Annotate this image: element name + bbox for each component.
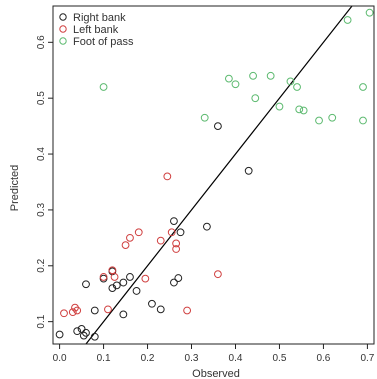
data-point xyxy=(156,305,165,314)
data-point xyxy=(163,172,172,181)
data-point xyxy=(126,273,134,281)
x-axis-title: Observed xyxy=(192,368,240,379)
data-point xyxy=(132,287,141,295)
data-point xyxy=(213,122,222,131)
data-point xyxy=(110,273,119,281)
data-point xyxy=(134,228,143,237)
plot-frame xyxy=(52,5,375,345)
data-point xyxy=(99,273,108,281)
data-point xyxy=(90,306,99,315)
data-point xyxy=(126,233,134,242)
x-tick-label: 0.6 xyxy=(316,353,330,364)
data-point xyxy=(148,299,156,308)
data-point xyxy=(266,71,275,80)
data-point xyxy=(108,284,117,293)
data-point xyxy=(299,106,308,115)
data-point xyxy=(176,228,185,237)
x-tick-label: 0.4 xyxy=(229,353,243,364)
y-tick-label: 0.4 xyxy=(36,147,47,161)
axis-layer: 0.0 0.1 0.2 0.3 0.4 0.5 0.6 0.7 0.1 0.2 0.3 0.4 0.5 0… xyxy=(36,5,375,364)
data-point xyxy=(170,278,178,287)
x-tick-label: 0.5 xyxy=(273,353,287,364)
data-point xyxy=(315,116,323,125)
data-point xyxy=(231,80,240,89)
data-point xyxy=(251,94,260,103)
data-point xyxy=(293,83,301,91)
legend-label: Left bank xyxy=(73,24,119,36)
data-point xyxy=(90,332,99,341)
data-point xyxy=(343,16,352,24)
data-point xyxy=(73,306,82,315)
data-point xyxy=(77,325,86,333)
data-point xyxy=(73,327,82,336)
data-point xyxy=(249,71,257,80)
data-point xyxy=(60,309,68,318)
legend-label: Right bank xyxy=(73,12,126,24)
data-point xyxy=(244,166,253,175)
data-point xyxy=(213,270,222,279)
y-tick-label: 0.2 xyxy=(36,258,47,272)
plot-layer xyxy=(55,6,374,344)
data-point xyxy=(172,239,181,248)
y-tick-label: 0.3 xyxy=(36,203,47,217)
data-point xyxy=(224,74,233,83)
data-point xyxy=(167,228,176,237)
data-point xyxy=(359,83,367,91)
legend-marker xyxy=(59,13,67,21)
data-point xyxy=(365,8,374,17)
x-tick-label: 0.7 xyxy=(360,353,374,364)
x-tick-label: 0.2 xyxy=(141,353,155,364)
x-tick-label: 0.1 xyxy=(97,353,111,364)
data-point xyxy=(295,105,304,114)
data-point xyxy=(328,113,337,122)
y-tick-label: 0.5 xyxy=(36,91,47,105)
data-point xyxy=(108,266,117,275)
data-point xyxy=(174,274,183,282)
x-tick-label: 0.3 xyxy=(185,353,199,364)
data-point xyxy=(121,241,130,250)
data-point xyxy=(172,245,181,253)
identity-line xyxy=(85,6,353,344)
data-point xyxy=(55,330,64,339)
data-point xyxy=(99,83,108,91)
series-2 xyxy=(99,8,374,125)
data-point xyxy=(286,77,295,86)
x-tick-label: 0.0 xyxy=(53,353,67,364)
y-tick-label: 0.1 xyxy=(36,314,47,328)
data-point xyxy=(141,274,150,283)
data-point xyxy=(68,308,77,317)
data-point xyxy=(170,217,178,225)
data-point xyxy=(79,331,88,340)
data-point xyxy=(119,278,128,287)
legend-label: Foot of pass xyxy=(73,36,134,48)
legend-marker xyxy=(59,25,67,33)
data-point xyxy=(183,306,192,315)
data-point xyxy=(112,281,121,290)
data-point xyxy=(359,116,367,125)
data-point xyxy=(275,102,284,111)
series-0 xyxy=(55,122,253,341)
data-point xyxy=(203,222,211,231)
data-point xyxy=(156,236,165,245)
series-1 xyxy=(60,172,222,318)
y-tick-label: 0.6 xyxy=(36,35,47,49)
y-axis-title: Predicted xyxy=(9,165,21,211)
data-point xyxy=(119,310,128,319)
legend-marker xyxy=(59,37,67,45)
data-point xyxy=(82,280,90,289)
data-point xyxy=(104,305,112,314)
data-point xyxy=(200,113,209,122)
